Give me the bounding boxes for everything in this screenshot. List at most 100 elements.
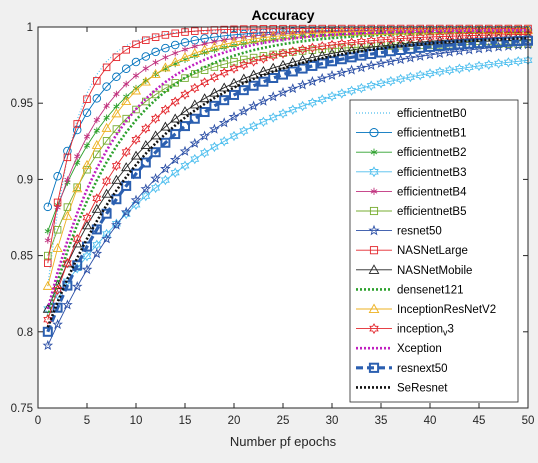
data-point bbox=[179, 145, 191, 156]
data-point bbox=[435, 31, 445, 42]
data-point bbox=[369, 206, 379, 216]
data-point bbox=[160, 163, 171, 174]
data-point bbox=[386, 75, 396, 87]
series-line bbox=[46, 30, 529, 317]
data-point bbox=[238, 105, 250, 116]
legend-entry: SeResnet bbox=[356, 382, 448, 394]
data-point bbox=[268, 31, 279, 41]
data-point bbox=[267, 91, 279, 102]
legend-label: NASNetMobile bbox=[397, 265, 472, 277]
data-point bbox=[336, 67, 348, 78]
legend-entry: NASNetLarge bbox=[356, 245, 468, 257]
data-point bbox=[160, 174, 170, 186]
data-point bbox=[161, 31, 170, 39]
data-point bbox=[258, 95, 269, 106]
data-point bbox=[200, 77, 210, 88]
legend-label: SeResnet bbox=[397, 382, 448, 394]
data-point bbox=[368, 264, 380, 274]
data-point bbox=[131, 168, 141, 179]
data-point bbox=[199, 44, 210, 54]
data-point bbox=[72, 125, 82, 135]
legend: efficientnetB0 efficientnetB1 efficientnet… bbox=[349, 99, 519, 403]
data-point bbox=[181, 74, 189, 82]
data-point bbox=[140, 76, 151, 86]
legend-entry: NASNetMobile bbox=[356, 264, 472, 277]
data-point bbox=[368, 224, 380, 236]
legend-entry: efficientnetB2 bbox=[356, 147, 466, 159]
data-point bbox=[513, 36, 524, 47]
data-point bbox=[278, 69, 288, 80]
data-point bbox=[209, 87, 220, 97]
x-tick-label: 50 bbox=[522, 415, 535, 427]
data-point bbox=[366, 26, 377, 36]
data-point bbox=[240, 25, 248, 33]
data-point bbox=[415, 42, 426, 53]
data-point bbox=[171, 29, 179, 38]
legend-label: efficientnetB3 bbox=[397, 167, 466, 179]
data-point bbox=[102, 82, 111, 91]
data-point bbox=[229, 130, 239, 142]
legend-label: Xception bbox=[397, 343, 442, 355]
data-point bbox=[230, 25, 238, 34]
data-point bbox=[161, 84, 170, 93]
data-point bbox=[396, 73, 406, 85]
data-point bbox=[209, 72, 219, 83]
x-tick-label: 30 bbox=[326, 415, 339, 427]
data-point bbox=[44, 237, 51, 244]
data-point bbox=[43, 314, 53, 325]
series-resnet50 bbox=[42, 39, 534, 351]
data-point bbox=[151, 113, 161, 124]
data-point bbox=[445, 65, 455, 76]
data-point bbox=[91, 203, 102, 213]
data-point bbox=[494, 58, 504, 69]
legend-label: efficientnetB5 bbox=[397, 206, 466, 218]
legend-label: densenet121 bbox=[397, 284, 464, 296]
chart-title: Accuracy bbox=[251, 7, 314, 23]
data-point bbox=[228, 37, 240, 47]
data-point bbox=[209, 41, 220, 51]
data-point bbox=[370, 187, 378, 195]
data-point bbox=[210, 63, 219, 71]
data-point bbox=[132, 40, 140, 49]
data-point bbox=[405, 52, 416, 63]
data-point bbox=[91, 224, 102, 235]
data-point bbox=[150, 130, 161, 140]
x-tick-label: 5 bbox=[84, 415, 90, 427]
data-point bbox=[474, 38, 484, 49]
data-point bbox=[454, 34, 465, 44]
data-point bbox=[101, 122, 112, 132]
data-point bbox=[43, 303, 53, 315]
data-point bbox=[368, 303, 380, 314]
data-point bbox=[370, 148, 378, 156]
data-point bbox=[415, 32, 425, 43]
data-point bbox=[83, 95, 91, 103]
x-tick-label: 35 bbox=[375, 415, 388, 427]
data-point bbox=[268, 72, 279, 83]
legend-label: efficientnetB4 bbox=[397, 186, 467, 198]
data-point bbox=[141, 190, 151, 202]
data-point bbox=[376, 34, 386, 46]
data-point bbox=[347, 85, 357, 96]
data-point bbox=[172, 49, 179, 57]
legend-entry: efficientnetB4 bbox=[356, 186, 467, 198]
data-point bbox=[62, 210, 73, 220]
data-point bbox=[190, 153, 200, 165]
data-point bbox=[73, 120, 81, 128]
data-point bbox=[503, 24, 514, 34]
data-point bbox=[189, 48, 200, 58]
data-point bbox=[62, 257, 72, 269]
data-point bbox=[111, 194, 122, 205]
data-point bbox=[170, 56, 181, 66]
data-point bbox=[326, 27, 338, 37]
data-point bbox=[387, 24, 395, 33]
data-point bbox=[189, 137, 201, 148]
x-tick-label: 10 bbox=[130, 415, 143, 427]
data-point bbox=[72, 183, 83, 193]
data-point bbox=[240, 55, 248, 64]
data-point bbox=[199, 93, 210, 103]
data-point bbox=[62, 299, 73, 310]
data-point bbox=[454, 39, 465, 50]
data-point bbox=[53, 171, 62, 181]
legend-entry: efficientnetB3 bbox=[356, 166, 466, 179]
